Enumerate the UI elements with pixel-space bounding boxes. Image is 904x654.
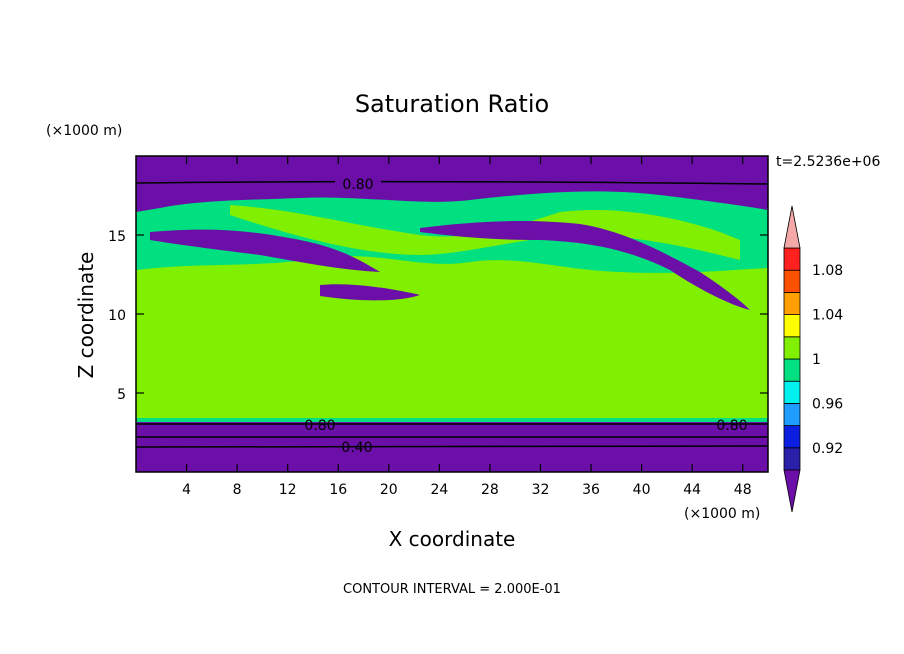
colorbar-tick-label: 1.08	[812, 263, 843, 279]
y-axis-unit: (×1000 m)	[46, 123, 122, 139]
x-tick-label: 20	[380, 482, 398, 498]
colorbar-high-triangle	[783, 205, 801, 249]
colorbar-swatch	[783, 358, 801, 382]
field-upper-dry	[136, 156, 768, 212]
colorbar-swatch	[783, 336, 801, 360]
colorbar: 0.92 0.96 1 1.04 1.08	[783, 205, 843, 513]
colorbar-swatch	[783, 380, 801, 404]
x-tick-label: 44	[683, 482, 701, 498]
colorbar-swatch	[783, 402, 801, 426]
y-axis-ticks: 5 10 15	[108, 229, 768, 403]
contour-label-bg	[335, 174, 381, 192]
x-tick-label: 28	[481, 482, 499, 498]
y-axis-label: Z coordinate	[74, 252, 98, 379]
field-streak-3	[320, 284, 420, 301]
x-axis-unit: (×1000 m)	[684, 506, 760, 522]
x-tick-label: 48	[734, 482, 752, 498]
x-tick-label: 12	[279, 482, 297, 498]
field-streak-2	[420, 221, 750, 310]
x-tick-label: 32	[532, 482, 550, 498]
contour-label-upper: 0.80	[342, 177, 373, 193]
x-tick-label: 40	[633, 482, 651, 498]
x-axis-ticks: 4 8 12 16 20 24 28 32 36 40 44 48	[182, 156, 752, 498]
time-label: t=2.5236e+06	[776, 154, 880, 170]
contour-label-lower-right: 0.80	[716, 418, 747, 434]
colorbar-swatch	[783, 425, 801, 449]
chart-title: Saturation Ratio	[355, 90, 549, 118]
x-axis-label: X coordinate	[389, 527, 516, 551]
x-tick-label: 16	[329, 482, 347, 498]
colorbar-tick-label: 0.92	[812, 441, 843, 457]
contour-interval-label: CONTOUR INTERVAL = 2.000E-01	[343, 582, 561, 597]
colorbar-low-triangle	[783, 469, 801, 513]
plot-area	[136, 156, 768, 472]
colorbar-swatch	[783, 269, 801, 293]
y-tick-label: 5	[117, 387, 126, 403]
y-tick-label: 15	[108, 229, 126, 245]
colorbar-tick-label: 1.04	[812, 308, 843, 324]
colorbar-swatch	[783, 314, 801, 338]
colorbar-tick-label: 0.96	[812, 396, 843, 412]
contour-label-lower-left: 0.80	[304, 418, 335, 434]
x-tick-label: 4	[182, 482, 191, 498]
colorbar-tick-label: 1	[812, 352, 821, 368]
field-band-lime-1	[136, 256, 768, 418]
contour-line-lower-1	[136, 422, 768, 426]
contour-line-upper	[136, 180, 768, 185]
contour-label-lowest: 0.40	[341, 440, 372, 456]
colorbar-swatch	[783, 291, 801, 315]
x-tick-label: 36	[582, 482, 600, 498]
y-tick-label: 10	[108, 308, 126, 324]
x-tick-label: 24	[430, 482, 448, 498]
colorbar-swatch	[783, 447, 801, 471]
contour-line-lower-2	[136, 435, 768, 439]
field-streak-1	[150, 229, 380, 272]
x-tick-label: 8	[233, 482, 242, 498]
contour-line-lower-3	[136, 445, 768, 448]
colorbar-swatch	[783, 247, 801, 271]
